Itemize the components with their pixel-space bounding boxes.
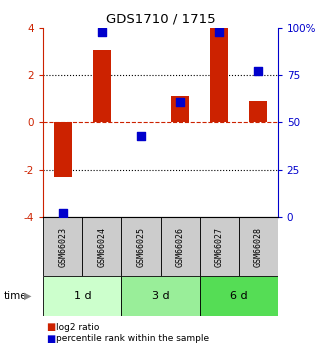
- Text: 6 d: 6 d: [230, 291, 247, 301]
- Text: 1 d: 1 d: [74, 291, 91, 301]
- Bar: [43, 276, 121, 316]
- Point: [178, 99, 183, 104]
- Bar: [171, 96, 189, 122]
- Bar: [82, 217, 121, 276]
- Point: [138, 133, 143, 138]
- Text: GSM66026: GSM66026: [176, 227, 185, 267]
- Text: GSM66023: GSM66023: [58, 227, 67, 267]
- Bar: [93, 50, 111, 122]
- Text: ■: ■: [47, 334, 56, 344]
- Bar: [43, 217, 82, 276]
- Title: GDS1710 / 1715: GDS1710 / 1715: [106, 12, 215, 25]
- Point: [256, 68, 261, 74]
- Text: ▶: ▶: [24, 291, 31, 301]
- Text: GSM66024: GSM66024: [97, 227, 107, 267]
- Bar: [200, 217, 239, 276]
- Text: percentile rank within the sample: percentile rank within the sample: [56, 334, 209, 343]
- Bar: [200, 276, 278, 316]
- Text: GSM66027: GSM66027: [214, 227, 224, 267]
- Bar: [121, 276, 200, 316]
- Point: [216, 30, 221, 35]
- Text: ■: ■: [47, 322, 56, 332]
- Bar: [239, 217, 278, 276]
- Bar: [249, 101, 267, 122]
- Text: time: time: [3, 291, 27, 301]
- Bar: [121, 217, 160, 276]
- Text: 3 d: 3 d: [152, 291, 169, 301]
- Bar: [54, 122, 72, 177]
- Bar: [160, 217, 200, 276]
- Bar: [210, 28, 228, 122]
- Text: GSM66028: GSM66028: [254, 227, 263, 267]
- Point: [60, 210, 65, 215]
- Text: GSM66025: GSM66025: [136, 227, 145, 267]
- Point: [99, 30, 104, 35]
- Text: log2 ratio: log2 ratio: [56, 323, 100, 332]
